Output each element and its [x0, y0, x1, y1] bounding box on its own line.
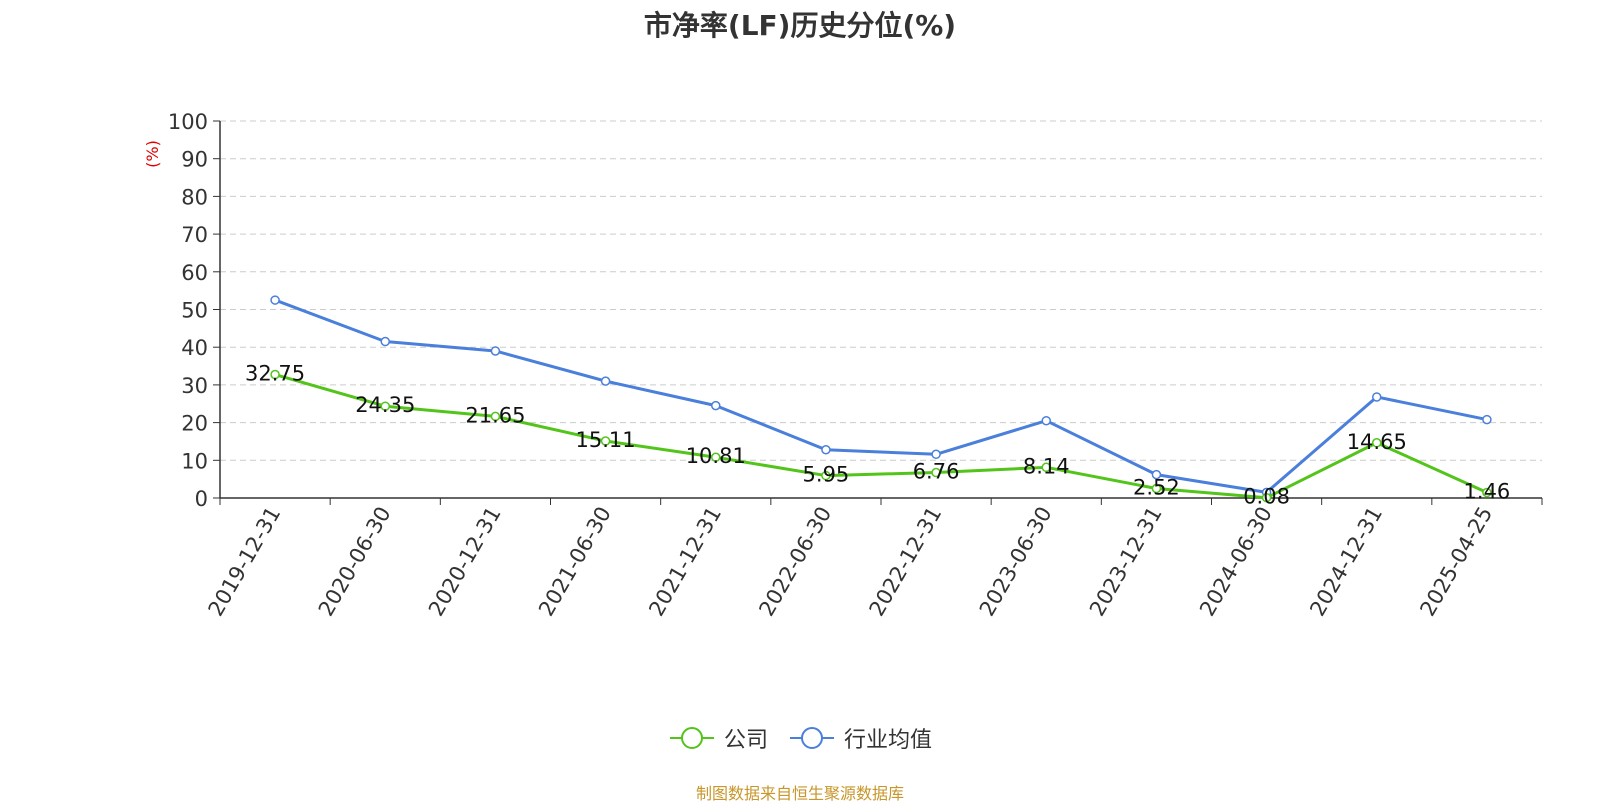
y-tick-label: 90: [181, 148, 208, 172]
y-tick-label: 50: [181, 299, 208, 323]
x-tick-label: 2021-12-31: [644, 503, 726, 621]
y-tick-label: 80: [181, 185, 208, 209]
series-line-0: [274, 373, 1488, 500]
x-tick-label: 2021-06-30: [534, 503, 616, 621]
data-point-0: [1482, 487, 1492, 498]
data-label: 1.46: [1464, 479, 1511, 503]
data-point-1: [1151, 469, 1162, 480]
data-point-0: [821, 470, 831, 481]
data-point-0: [711, 452, 721, 462]
data-label: 10.81: [686, 444, 746, 468]
legend-marker-company: [669, 727, 714, 749]
data-point-1: [821, 444, 831, 455]
data-point-1: [1372, 392, 1382, 402]
series: [270, 295, 1492, 503]
data-point-1: [600, 376, 611, 386]
legend-label-industry: 行业均值: [844, 728, 933, 753]
x-tick-label: 2024-06-30: [1195, 503, 1277, 621]
data-point-0: [380, 401, 390, 411]
x-tick-label: 2022-06-30: [754, 503, 836, 621]
y-tick-label: 40: [181, 336, 208, 360]
data-point-0: [931, 467, 941, 478]
legend-label-company: 公司: [723, 728, 768, 753]
x-tick-label: 2020-12-31: [424, 502, 506, 620]
source-note: 制图数据来自恒生聚源数据库: [695, 784, 904, 803]
data-point-1: [711, 400, 721, 411]
data-point-0: [1041, 462, 1051, 473]
legend-marker-industry: [790, 727, 834, 749]
data-point-1: [270, 295, 280, 305]
gridlines: [220, 120, 1542, 461]
data-point-1: [380, 336, 390, 347]
data-point-0: [490, 411, 501, 422]
legend-item-company[interactable]: 公司: [668, 722, 768, 754]
x-tick-label: 2025-04-25: [1415, 503, 1497, 621]
data-label: 14.65: [1347, 430, 1407, 454]
x-tick-label: 2019-12-31: [204, 503, 286, 621]
data-label: 5.95: [803, 463, 850, 487]
axes: 0 10 20 30 40 50 60 70 80 90 100 2019-12-31 2020-06-…: [168, 110, 1543, 621]
series-line-1: [274, 298, 1488, 494]
data-label: 32.75: [245, 362, 305, 386]
data-point-1: [1482, 414, 1492, 425]
legend: 公司 行业均值: [0, 722, 1600, 754]
data-label: 0.08: [1243, 485, 1290, 509]
y-tick-label: 60: [181, 261, 208, 285]
y-tick-label: 0: [195, 487, 208, 511]
data-point-0: [1151, 483, 1162, 494]
data-point-0: [270, 369, 280, 380]
data-point-0: [1261, 492, 1272, 503]
x-tick-label: 2023-12-31: [1085, 503, 1167, 621]
data-label: 2.52: [1133, 475, 1180, 499]
y-tick-label: 30: [181, 374, 208, 398]
data-labels: 32.75 24.35 21.65 15.11 10.81 5.95 6.76 8.14 2.5…: [245, 362, 1510, 509]
x-tick-label: 2023-06-30: [975, 503, 1057, 621]
y-tick-label: 100: [168, 110, 208, 134]
data-point-1: [931, 449, 941, 460]
y-tick-label: 10: [181, 449, 208, 473]
data-point-0: [600, 436, 611, 446]
y-axis-label: (%): [143, 140, 162, 168]
data-label: 21.65: [465, 403, 525, 427]
data-label: 15.11: [576, 428, 636, 452]
data-label: 6.76: [913, 460, 960, 484]
legend-item-industry[interactable]: 行业均值: [788, 722, 932, 754]
y-tick-label: 70: [181, 223, 208, 247]
data-point-1: [490, 346, 501, 356]
data-label: 8.14: [1023, 454, 1070, 478]
y-tick-label: 20: [181, 412, 208, 436]
data-point-0: [1372, 438, 1382, 448]
data-label: 24.35: [355, 393, 415, 417]
chart-title: 市净率(LF)历史分位(%): [643, 9, 957, 42]
x-tick-label: 2024-12-31: [1305, 503, 1387, 621]
data-point-1: [1041, 415, 1051, 426]
x-tick-label: 2020-06-30: [314, 503, 396, 621]
x-tick-label: 2022-12-31: [865, 502, 947, 620]
